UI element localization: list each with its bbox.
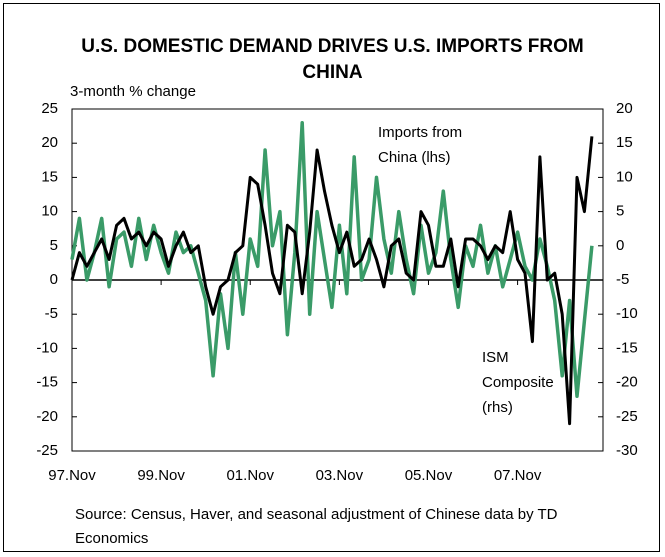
chart-title: U.S. DOMESTIC DEMAND DRIVES U.S. IMPORTS…: [81, 36, 584, 83]
y-tick-label: -10: [36, 339, 58, 356]
y-tick-label: 25: [41, 100, 58, 117]
y2-tick-label: -15: [616, 339, 638, 356]
frame: [3, 3, 660, 552]
annotation: (rhs): [482, 399, 513, 416]
y-tick-label: -20: [36, 408, 58, 425]
y2-tick-label: -25: [616, 408, 638, 425]
series-line: [70, 136, 594, 426]
y2-tick-label: 0: [616, 237, 624, 254]
y-tick-label: 5: [50, 237, 58, 254]
y2-tick-label: -30: [616, 442, 638, 459]
x-tick-label: 99.Nov: [137, 467, 185, 484]
y2-tick-label: 20: [616, 100, 633, 117]
y2-tick-label: -20: [616, 374, 638, 391]
y-tick-label: 20: [41, 134, 58, 151]
annotation: China (lhs): [378, 149, 451, 166]
x-tick-label: 05.Nov: [405, 467, 453, 484]
y2-tick-label: 15: [616, 134, 633, 151]
y-tick-label: -15: [36, 374, 58, 391]
y-tick-label: 10: [41, 203, 58, 220]
y-tick-label: 15: [41, 168, 58, 185]
y-tick-label: -5: [45, 305, 58, 322]
y-axis-label: 3-month % change: [70, 83, 196, 100]
x-tick-label: 97.Nov: [48, 467, 96, 484]
x-tick-label: 01.Nov: [226, 467, 274, 484]
series-line: [70, 120, 594, 399]
annotation: ISM: [482, 349, 509, 366]
y2-tick-label: -5: [616, 271, 629, 288]
x-tick-label: 03.Nov: [316, 467, 364, 484]
y2-tick-label: -10: [616, 305, 638, 322]
annotation: Composite: [482, 374, 554, 391]
y-tick-label: -25: [36, 442, 58, 459]
annotation: Imports from: [378, 124, 462, 141]
y-tick-label: 0: [50, 271, 58, 288]
x-tick-label: 07.Nov: [494, 467, 542, 484]
y2-tick-label: 5: [616, 203, 624, 220]
y2-tick-label: 10: [616, 168, 633, 185]
source-note: Source: Census, Haver, and seasonal adju…: [75, 506, 558, 547]
